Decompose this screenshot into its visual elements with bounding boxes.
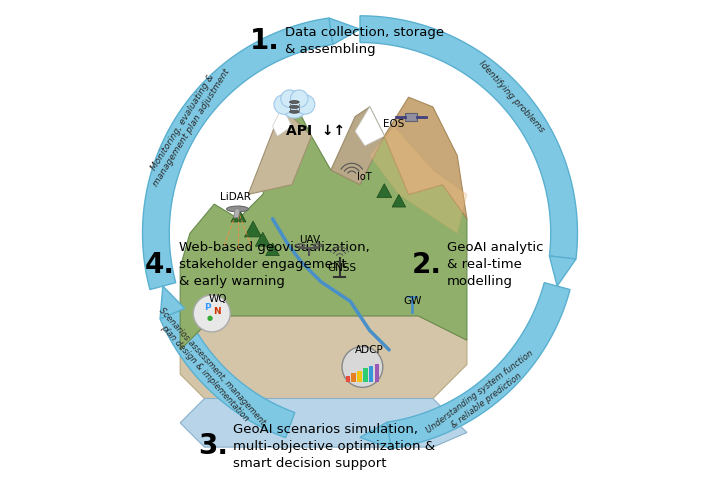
Polygon shape xyxy=(160,309,294,438)
Text: IoT: IoT xyxy=(356,173,372,182)
Text: GNSS: GNSS xyxy=(327,263,356,273)
Text: Data collection, storage
& assembling: Data collection, storage & assembling xyxy=(284,26,444,56)
Polygon shape xyxy=(370,126,467,233)
Polygon shape xyxy=(233,209,240,218)
Polygon shape xyxy=(392,194,405,207)
Polygon shape xyxy=(272,107,292,136)
Polygon shape xyxy=(549,256,576,286)
Polygon shape xyxy=(377,184,392,198)
Polygon shape xyxy=(245,221,261,237)
Text: GeoAI scenarios simulation,
multi-objective optimization &
smart decision suppor: GeoAI scenarios simulation, multi-object… xyxy=(233,423,435,469)
Ellipse shape xyxy=(227,206,248,212)
Circle shape xyxy=(290,90,308,107)
Text: LiDAR: LiDAR xyxy=(220,191,251,202)
Circle shape xyxy=(193,295,230,332)
Text: 4.: 4. xyxy=(144,251,174,279)
Text: UAV: UAV xyxy=(300,235,320,245)
Text: Web-based geovisualization,
stakeholder engagement
& early warning: Web-based geovisualization, stakeholder … xyxy=(179,242,370,288)
Text: Identifying problems: Identifying problems xyxy=(477,59,546,134)
FancyBboxPatch shape xyxy=(405,113,417,121)
Polygon shape xyxy=(329,18,360,44)
Polygon shape xyxy=(360,16,577,259)
Bar xyxy=(346,376,350,382)
Ellipse shape xyxy=(289,105,300,108)
Circle shape xyxy=(281,91,308,118)
Circle shape xyxy=(295,95,315,114)
Text: EOS: EOS xyxy=(383,119,405,129)
Polygon shape xyxy=(180,107,467,350)
Polygon shape xyxy=(387,283,570,449)
Text: WQ: WQ xyxy=(209,294,228,304)
Text: ADCP: ADCP xyxy=(356,345,384,355)
Bar xyxy=(375,364,379,382)
Polygon shape xyxy=(248,107,311,194)
Text: API  ↓↑: API ↓↑ xyxy=(286,124,345,138)
Text: 3.: 3. xyxy=(198,432,228,460)
Ellipse shape xyxy=(289,101,300,104)
Polygon shape xyxy=(330,107,384,185)
Polygon shape xyxy=(384,97,467,219)
Polygon shape xyxy=(180,316,467,399)
Polygon shape xyxy=(180,399,467,447)
Text: ●: ● xyxy=(206,315,212,321)
Text: Understanding system function
& reliable prediction: Understanding system function & reliable… xyxy=(425,349,541,444)
Bar xyxy=(363,368,367,382)
Bar xyxy=(357,371,361,382)
Text: 2.: 2. xyxy=(412,251,441,279)
Polygon shape xyxy=(360,422,391,449)
Text: GeoAI analytic
& real-time
modelling: GeoAI analytic & real-time modelling xyxy=(446,242,543,288)
Bar xyxy=(369,366,374,382)
Text: GW: GW xyxy=(403,296,422,306)
Polygon shape xyxy=(160,286,184,319)
Polygon shape xyxy=(231,208,246,222)
Circle shape xyxy=(274,95,294,114)
Polygon shape xyxy=(266,243,279,256)
Circle shape xyxy=(281,90,298,107)
Text: N: N xyxy=(213,307,220,315)
Text: 1.: 1. xyxy=(250,27,280,55)
Text: Scenarios assessment, management
plan design & implementation: Scenarios assessment, management plan de… xyxy=(150,306,267,434)
Circle shape xyxy=(342,347,383,387)
Polygon shape xyxy=(143,18,333,290)
Ellipse shape xyxy=(289,110,300,113)
Polygon shape xyxy=(256,232,270,246)
Bar xyxy=(351,373,356,382)
Text: P: P xyxy=(204,303,211,312)
Polygon shape xyxy=(355,107,384,146)
Text: Monitoring, evaluating &
management plan adjustment: Monitoring, evaluating & management plan… xyxy=(143,62,231,188)
